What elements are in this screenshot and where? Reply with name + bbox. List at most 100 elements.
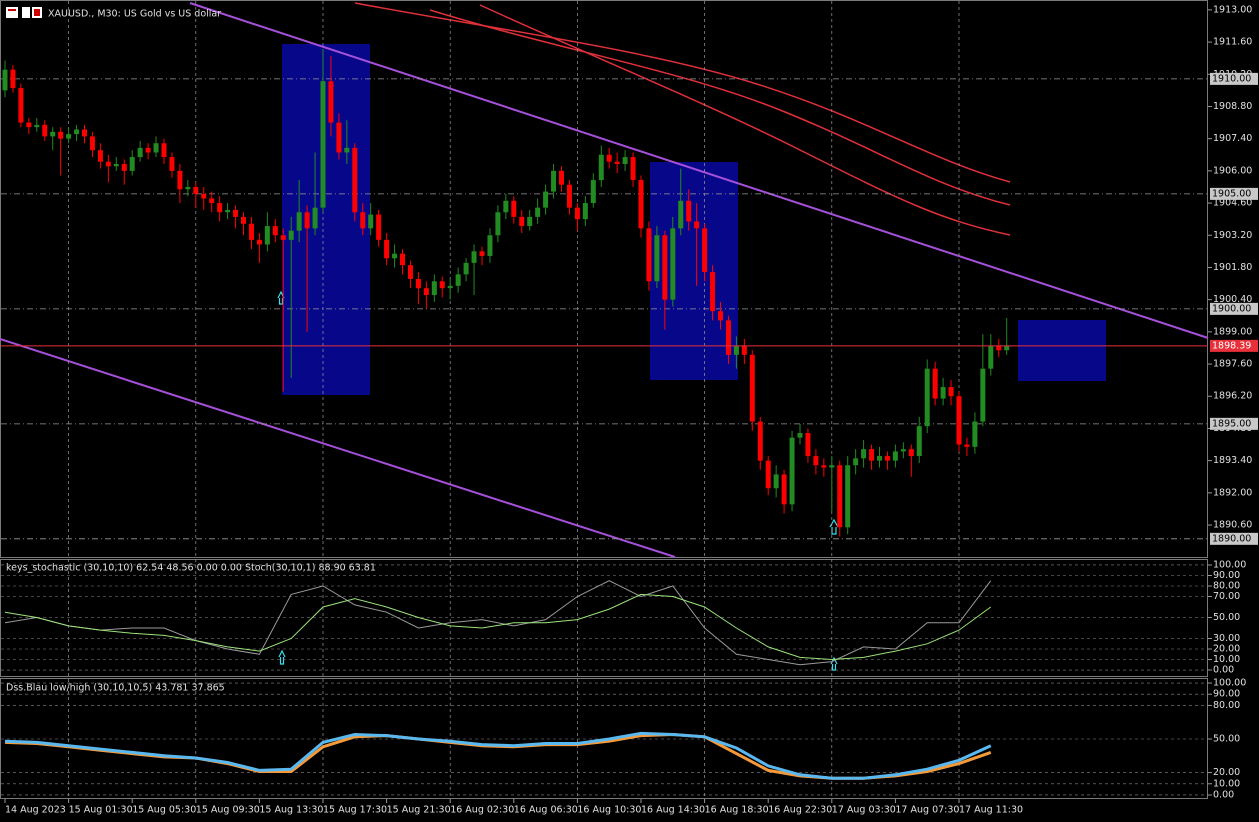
candle-body — [559, 170, 564, 185]
y-tick-label: 90.00 — [1213, 570, 1240, 581]
candle-body — [185, 186, 191, 190]
candle-body — [551, 170, 557, 192]
candle-body — [455, 274, 461, 286]
candle-body — [765, 460, 771, 489]
candle-body — [543, 191, 549, 208]
candle-body — [320, 81, 326, 208]
candle-body — [304, 212, 310, 229]
level-label-box — [1210, 532, 1258, 545]
current-price-label: 1898.39 — [1212, 340, 1251, 351]
level-label: 1890.00 — [1212, 533, 1251, 544]
candle-body — [161, 143, 167, 158]
trendline — [189, 2, 1209, 339]
candle-body — [900, 449, 906, 452]
candle-body — [241, 216, 246, 224]
candle-body — [638, 180, 644, 229]
icon — [8, 9, 16, 11]
candle-body — [940, 387, 946, 399]
zone-box — [1018, 320, 1106, 381]
candle-body — [718, 311, 723, 321]
y-tick-label: 1897.60 — [1213, 359, 1252, 370]
candle-body — [646, 228, 652, 282]
candle-body — [773, 474, 779, 489]
candle-body — [805, 433, 811, 457]
candle-body — [10, 69, 16, 89]
x-tick-label: 16 Aug 06:30 — [514, 805, 578, 816]
candle-body — [781, 474, 787, 505]
candle-body — [121, 163, 127, 171]
candle-body — [670, 228, 676, 300]
x-tick-label: 17 Aug 03:30 — [832, 805, 896, 816]
candle-body — [376, 214, 382, 240]
candle-body — [996, 345, 1002, 351]
candle-body — [296, 212, 302, 231]
candle-body — [34, 124, 40, 128]
candle-body — [622, 157, 628, 164]
candle-body — [201, 193, 207, 199]
candle-body — [169, 157, 175, 171]
x-tick-label: 15 Aug 09:30 — [196, 805, 260, 816]
candle-body — [153, 143, 159, 153]
y-tick-label: 10.00 — [1213, 654, 1240, 665]
chart-title: XAUUSD., M30: US Gold vs US dollar — [48, 9, 221, 20]
candle-body — [209, 198, 215, 204]
candle-body — [105, 161, 111, 167]
candle-body — [566, 184, 572, 208]
candle-body — [829, 465, 835, 468]
x-tick-label: 15 Aug 01:30 — [69, 805, 133, 816]
y-tick-label: 90.00 — [1213, 689, 1240, 700]
indicator-line — [4, 580, 992, 666]
candle-body — [813, 456, 819, 466]
level-label: 1900.00 — [1212, 303, 1251, 314]
candle-body — [50, 131, 56, 137]
candle-body — [225, 209, 231, 213]
y-tick-label: 0.00 — [1213, 665, 1234, 676]
y-tick-label: 30.00 — [1213, 633, 1240, 644]
candle-body — [82, 129, 87, 137]
y-tick-label: 50.00 — [1213, 734, 1240, 745]
x-tick-label: 14 Aug 2023 — [5, 805, 66, 816]
x-tick-label: 17 Aug 07:30 — [895, 805, 959, 816]
candle-body — [797, 433, 803, 438]
candle-body — [415, 278, 421, 289]
candle-body — [2, 69, 8, 91]
x-tick-label: 15 Aug 17:30 — [323, 805, 387, 816]
y-tick-label: 100.00 — [1213, 678, 1246, 689]
candle-body — [447, 285, 453, 289]
candle-body — [344, 147, 350, 153]
candle-body — [582, 203, 588, 220]
candle-body — [527, 216, 533, 227]
indicator-title: keys_stochastic (30,10,10) 62.54 48.56 0… — [6, 563, 376, 574]
candle-body — [757, 421, 763, 461]
candle-body — [980, 368, 986, 422]
y-tick-label: 70.00 — [1213, 591, 1240, 602]
candle-body — [384, 239, 390, 259]
candle-body — [789, 437, 795, 505]
candle-body — [280, 235, 286, 240]
indicator-line — [4, 731, 992, 780]
candle-body — [360, 212, 366, 229]
candle-body — [352, 147, 358, 213]
x-tick-label: 16 Aug 14:30 — [641, 805, 705, 816]
candle-body — [686, 200, 692, 222]
candle-body — [956, 396, 962, 445]
candle-body — [26, 122, 32, 128]
candle-body — [892, 451, 898, 461]
candle-body — [256, 239, 262, 245]
level-label: 1895.00 — [1212, 418, 1251, 429]
candle-body — [272, 226, 278, 236]
candle-body — [932, 368, 938, 399]
candle-body — [654, 235, 660, 282]
trendline — [0, 338, 676, 558]
candle-body — [972, 421, 978, 447]
icon — [22, 7, 30, 18]
y-tick-label: 1900.40 — [1213, 294, 1252, 305]
icon — [34, 9, 40, 16]
candle-body — [264, 226, 270, 245]
candle-body — [574, 207, 580, 220]
y-tick-label: 10.00 — [1213, 778, 1240, 789]
candle-body — [423, 288, 429, 296]
candle-body — [193, 186, 199, 194]
y-tick-label: 1907.40 — [1213, 133, 1252, 144]
x-tick-label: 16 Aug 02:30 — [450, 805, 514, 816]
